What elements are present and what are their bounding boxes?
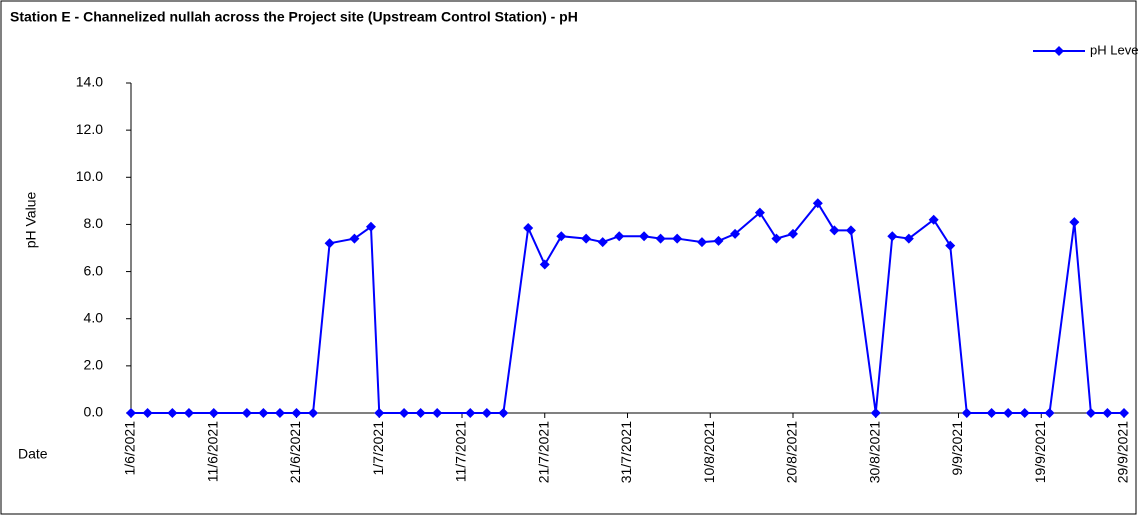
data-point (696, 237, 707, 248)
data-point (274, 408, 285, 418)
data-point (614, 231, 625, 242)
x-tick-label: 30/8/2021 (866, 421, 882, 483)
y-tick-label: 10.0 (76, 168, 103, 184)
x-tick-label: 10/8/2021 (701, 421, 717, 483)
data-point (415, 408, 426, 418)
data-point (374, 408, 385, 418)
data-point (713, 235, 724, 246)
data-point (241, 408, 252, 418)
data-point (1085, 408, 1096, 418)
y-tick-label: 6.0 (84, 262, 104, 278)
legend-marker (1054, 46, 1064, 56)
data-point (788, 228, 798, 239)
chart-title: Station E - Channelized nullah across th… (10, 9, 578, 25)
data-point (465, 408, 476, 418)
data-point (208, 408, 219, 418)
data-point (845, 225, 856, 236)
y-tick-label: 14.0 (76, 74, 103, 90)
data-point (655, 233, 666, 244)
data-point (1069, 217, 1080, 228)
data-point (142, 408, 153, 418)
data-point (539, 259, 550, 270)
data-point (126, 408, 136, 418)
data-point (481, 408, 492, 418)
data-point (349, 233, 360, 244)
x-tick-label: 21/7/2021 (535, 421, 551, 483)
x-axis-label: Date (18, 446, 48, 462)
data-point (903, 233, 914, 244)
data-point (183, 408, 194, 418)
x-tick-label: 29/9/2021 (1115, 421, 1131, 483)
data-point (556, 231, 567, 242)
data-point (308, 408, 319, 418)
data-point (961, 408, 972, 418)
data-point (639, 231, 650, 242)
y-tick-label: 2.0 (84, 357, 104, 373)
data-point (887, 231, 898, 242)
data-point (1019, 408, 1030, 418)
data-point (870, 408, 881, 418)
data-point (754, 207, 765, 218)
y-tick-label: 12.0 (76, 121, 103, 137)
y-tick-label: 4.0 (84, 309, 104, 325)
data-point (291, 408, 302, 418)
data-point (324, 238, 335, 249)
x-tick-label: 1/6/2021 (122, 421, 138, 476)
data-point (1102, 408, 1113, 418)
data-point (986, 408, 997, 418)
data-point (928, 214, 939, 225)
data-point (258, 408, 269, 418)
data-point (365, 221, 376, 232)
data-point (812, 198, 823, 209)
data-line (131, 201, 1124, 414)
data-point (399, 408, 410, 418)
y-axis-label: pH Value (23, 192, 39, 249)
data-point (167, 408, 178, 418)
data-point (945, 240, 956, 251)
y-tick-label: 0.0 (84, 404, 104, 420)
data-point (498, 408, 509, 418)
x-tick-label: 1/7/2021 (370, 421, 386, 476)
x-tick-label: 11/6/2021 (204, 421, 220, 482)
data-point (1119, 408, 1129, 418)
data-point (672, 233, 683, 244)
data-point (1003, 408, 1014, 418)
data-point (597, 237, 608, 248)
data-point (730, 228, 741, 239)
data-point (581, 233, 592, 244)
data-point (523, 222, 534, 233)
x-tick-label: 21/6/2021 (287, 421, 303, 483)
x-tick-label: 9/9/2021 (949, 421, 965, 476)
legend-label: pH Level (1090, 42, 1138, 57)
data-point (829, 225, 840, 236)
x-tick-label: 19/9/2021 (1032, 421, 1048, 483)
data-point (771, 233, 782, 244)
data-point (1044, 408, 1055, 418)
x-tick-label: 31/7/2021 (618, 421, 634, 483)
y-tick-label: 8.0 (84, 215, 104, 231)
x-tick-label: 11/7/2021 (453, 421, 469, 482)
data-point (432, 408, 443, 418)
x-tick-label: 20/8/2021 (784, 421, 800, 483)
